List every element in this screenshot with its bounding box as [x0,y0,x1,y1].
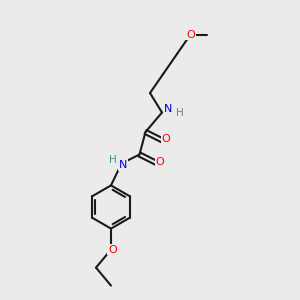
Text: O: O [155,157,164,167]
Text: N: N [119,160,127,170]
Text: H: H [109,155,116,165]
Text: H: H [176,108,183,118]
Text: O: O [186,29,195,40]
Text: N: N [164,104,172,114]
Text: O: O [108,244,117,255]
Text: O: O [161,134,170,145]
